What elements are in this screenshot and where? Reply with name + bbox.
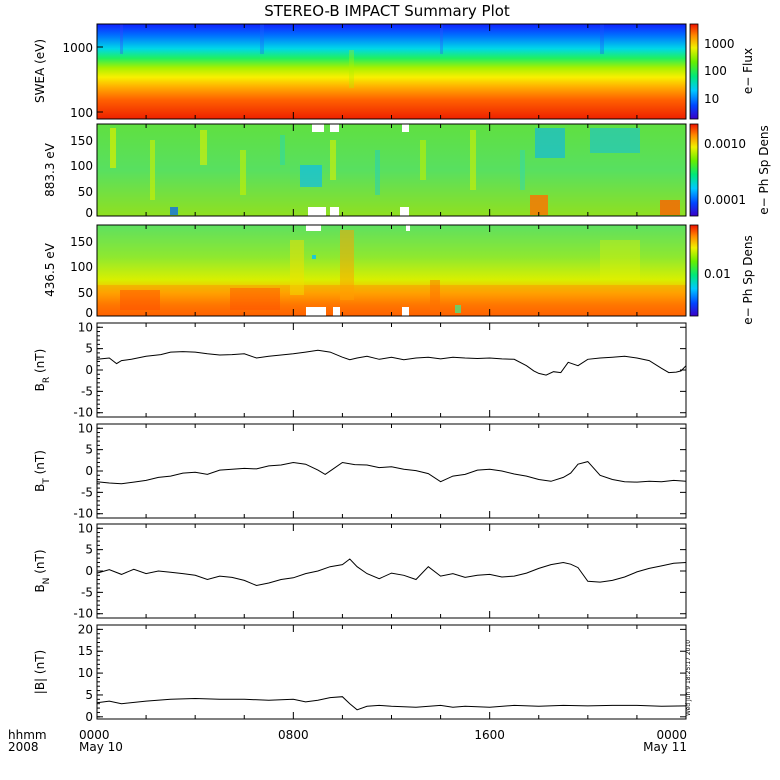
pad883-cb-tick-0: 0.0010 <box>704 137 746 151</box>
bt-ytick-label: 0 <box>85 464 93 478</box>
pad883-ytick-100: 100 <box>70 159 93 173</box>
bn-ytick-label: 10 <box>78 521 93 535</box>
br-ytick-label: 0 <box>85 363 93 377</box>
bt-frame <box>96 423 687 519</box>
swea-cb-tick-10: 10 <box>704 92 719 106</box>
bmag-frame <box>96 624 687 720</box>
bmag-ytick-label: 5 <box>85 688 93 702</box>
pad436-gaps <box>306 225 410 316</box>
br-frame <box>96 322 687 418</box>
swea-panel: SWEA (eV) 1000 100 1000 100 10 e− Flux <box>33 23 755 120</box>
bt-ytick-label: 10 <box>78 421 93 435</box>
pad883-ytick-0: 0 <box>85 206 93 220</box>
pad436-ytick-150: 150 <box>70 235 93 249</box>
bmag-series-line <box>96 696 687 711</box>
swea-cb-tick-1000: 1000 <box>704 37 735 51</box>
timestamp: Wed Jun 9 18:25:17 2010 <box>685 640 692 716</box>
pad436-ytick-100: 100 <box>70 260 93 274</box>
time-tick-label: 0000 <box>79 728 110 742</box>
bt-ylabel: BT (nT) <box>33 450 52 492</box>
swea-ytick-1000: 1000 <box>62 41 93 55</box>
bt-series-line <box>96 461 687 485</box>
bn-panel: 10 5 0 -5 -10 BN (nT) <box>33 521 687 621</box>
pad883-ytick-50: 50 <box>78 185 93 199</box>
bmag-ytick-label: 20 <box>78 622 93 636</box>
br-panel: 10 5 0 -5 -10 BR (nT) <box>33 320 687 420</box>
bt-ytick-label: 5 <box>85 443 93 457</box>
time-tick-label: 0800 <box>278 728 309 742</box>
bn-ylabel: BN (nT) <box>33 549 52 592</box>
swea-spectrogram <box>97 24 686 119</box>
pad436-ytick-50: 50 <box>78 286 93 300</box>
br-ytick-label: 10 <box>78 320 93 334</box>
bn-ytick-label: -5 <box>81 585 93 599</box>
bmag-ylabel: |B| (nT) <box>33 650 47 694</box>
bn-series-line <box>96 558 687 587</box>
pad436-spectrogram <box>97 225 686 316</box>
pad883-colorbar <box>689 123 699 217</box>
pad883-ylabel: 883.3 eV <box>43 142 57 197</box>
bmag-ytick-label: 15 <box>78 644 93 658</box>
bt-panel: 10 5 0 -5 -10 BT (nT) <box>33 421 687 521</box>
plot-title: STEREO-B IMPACT Summary Plot <box>264 2 510 20</box>
bmag-ytick-label: 10 <box>78 666 93 680</box>
pad436-cb-label: e− Ph Sp Dens <box>741 235 755 324</box>
br-series-line <box>96 349 687 376</box>
swea-colorbar <box>689 23 699 120</box>
time-axis-row2-label: 2008 <box>8 740 39 754</box>
time-tick-label: 0000 <box>656 728 687 742</box>
br-ytick-label: -5 <box>81 384 93 398</box>
swea-cb-tick-100: 100 <box>704 64 727 78</box>
time-tick-date: May 11 <box>643 740 687 754</box>
bn-frame <box>96 523 687 619</box>
swea-ytick-100: 100 <box>70 106 93 120</box>
bn-ytick-label: 0 <box>85 564 93 578</box>
pad436-ytick-0: 0 <box>85 306 93 320</box>
pad436-panel: 436.5 eV 150 100 50 0 0.01 e− Ph Sp Dens <box>43 224 755 325</box>
pad883-ytick-150: 150 <box>70 134 93 148</box>
spectrogram-xticks <box>96 24 687 316</box>
pad883-cb-label: e− Ph Sp Dens <box>757 125 771 214</box>
br-ytick-label: -10 <box>73 406 93 420</box>
pad883-gaps <box>308 124 409 216</box>
time-axis-row1-label: hhmm <box>8 728 47 742</box>
br-ylabel: BR (nT) <box>33 349 52 392</box>
time-tick-label: 1600 <box>474 728 505 742</box>
swea-ylabel: SWEA (eV) <box>33 39 47 103</box>
bmag-panel: 20 15 10 5 0 |B| (nT) <box>33 622 687 724</box>
pad883-texture <box>110 128 680 215</box>
bt-ytick-label: -10 <box>73 507 93 521</box>
pad436-cb-tick-0: 0.01 <box>704 267 731 281</box>
time-tick-date: May 10 <box>79 740 123 754</box>
br-ytick-label: 5 <box>85 342 93 356</box>
pad883-spectrogram <box>97 124 686 216</box>
swea-streaks <box>120 24 604 88</box>
bn-ytick-label: 5 <box>85 543 93 557</box>
bmag-ytick-label: 0 <box>85 710 93 724</box>
pad883-cb-tick-1: 0.0001 <box>704 193 746 207</box>
bt-ytick-label: -5 <box>81 485 93 499</box>
pad436-texture <box>97 230 686 316</box>
pad436-ylabel: 436.5 eV <box>43 242 57 297</box>
pad883-panel: 883.3 eV 150 100 50 0 0.0010 0.0001 e− P… <box>43 123 771 220</box>
swea-cb-label: e− Flux <box>741 48 755 94</box>
bn-ytick-label: -10 <box>73 607 93 621</box>
pad436-colorbar <box>689 224 699 317</box>
